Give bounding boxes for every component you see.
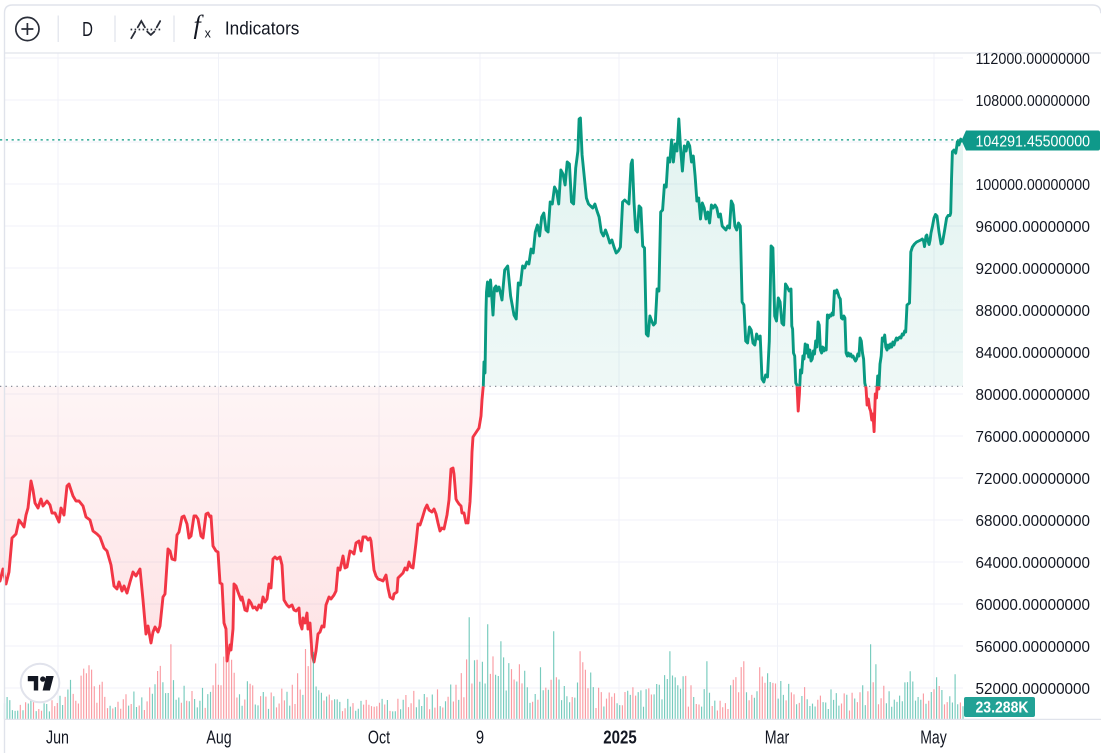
svg-text:108000.00000000: 108000.00000000 bbox=[976, 93, 1091, 110]
svg-text:60000.00000000: 60000.00000000 bbox=[976, 597, 1091, 614]
svg-text:9: 9 bbox=[476, 728, 484, 748]
svg-text:52000.00000000: 52000.00000000 bbox=[976, 681, 1091, 698]
svg-text:x: x bbox=[205, 27, 212, 41]
svg-text:96000.00000000: 96000.00000000 bbox=[976, 219, 1091, 236]
svg-text:D: D bbox=[82, 19, 93, 41]
svg-text:88000.00000000: 88000.00000000 bbox=[976, 303, 1091, 320]
svg-text:104291.45500000: 104291.45500000 bbox=[976, 133, 1091, 150]
svg-text:Oct: Oct bbox=[368, 728, 390, 748]
svg-text:72000.00000000: 72000.00000000 bbox=[976, 471, 1091, 488]
svg-text:84000.00000000: 84000.00000000 bbox=[976, 345, 1091, 362]
svg-text:23.288K: 23.288K bbox=[976, 699, 1030, 716]
svg-text:100000.00000000: 100000.00000000 bbox=[976, 177, 1091, 194]
svg-text:68000.00000000: 68000.00000000 bbox=[976, 513, 1091, 530]
svg-text:80000.00000000: 80000.00000000 bbox=[976, 387, 1091, 404]
svg-text:112000.00000000: 112000.00000000 bbox=[976, 51, 1091, 68]
svg-text:56000.00000000: 56000.00000000 bbox=[976, 639, 1091, 656]
svg-text:May: May bbox=[920, 728, 947, 748]
svg-text:Mar: Mar bbox=[765, 728, 790, 748]
svg-text:92000.00000000: 92000.00000000 bbox=[976, 261, 1091, 278]
svg-text:Aug: Aug bbox=[206, 728, 231, 748]
svg-text:2025: 2025 bbox=[603, 728, 636, 748]
svg-text:Indicators: Indicators bbox=[225, 18, 300, 38]
svg-text:64000.00000000: 64000.00000000 bbox=[976, 555, 1091, 572]
svg-text:76000.00000000: 76000.00000000 bbox=[976, 429, 1091, 446]
svg-text:f: f bbox=[194, 11, 205, 40]
svg-text:Jun: Jun bbox=[46, 728, 69, 748]
